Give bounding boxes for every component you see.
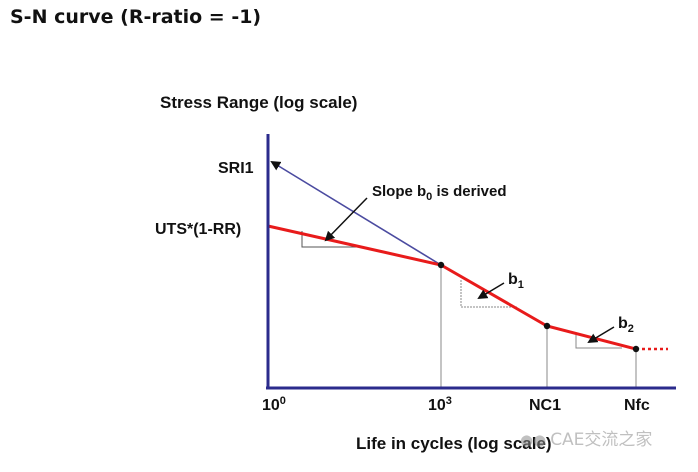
derived-slope-line <box>270 160 442 266</box>
knee-point-10e3 <box>437 261 445 269</box>
x-tick-nfc: Nfc <box>624 397 650 414</box>
sn-curve-line <box>267 224 637 351</box>
slope-triangle-b0 <box>301 231 365 248</box>
b2-arrow <box>587 326 615 344</box>
watermark-text: CAE交流之家 <box>550 430 653 450</box>
x-tick-10e0: 100 <box>262 395 286 414</box>
slope-triangle-b1 <box>460 280 517 308</box>
x-tick-10e3: 103 <box>428 395 452 414</box>
b1-label: b1 <box>508 271 524 291</box>
y-axis-title: Stress Range (log scale) <box>160 93 357 112</box>
slope-triangle-b2 <box>575 334 622 349</box>
b1-arrow <box>477 282 505 300</box>
x-axis-title: Life in cycles (log scale) <box>356 434 552 453</box>
y-label-uts: UTS*(1-RR) <box>155 221 241 238</box>
x-tick-nc1: NC1 <box>529 397 561 414</box>
wechat-icon: ●● <box>520 431 547 449</box>
slope-b0-annotation: Slope b0 is derived <box>372 183 507 203</box>
y-label-sri1: SRI1 <box>218 160 254 177</box>
page-title: S-N curve (R-ratio = -1) <box>10 6 262 28</box>
b2-label: b2 <box>618 315 634 335</box>
b0-arrow <box>324 197 368 242</box>
watermark: ●● CAE交流之家 <box>520 425 652 450</box>
knee-point-nc1 <box>543 322 551 330</box>
knee-point-nfc <box>632 345 640 353</box>
